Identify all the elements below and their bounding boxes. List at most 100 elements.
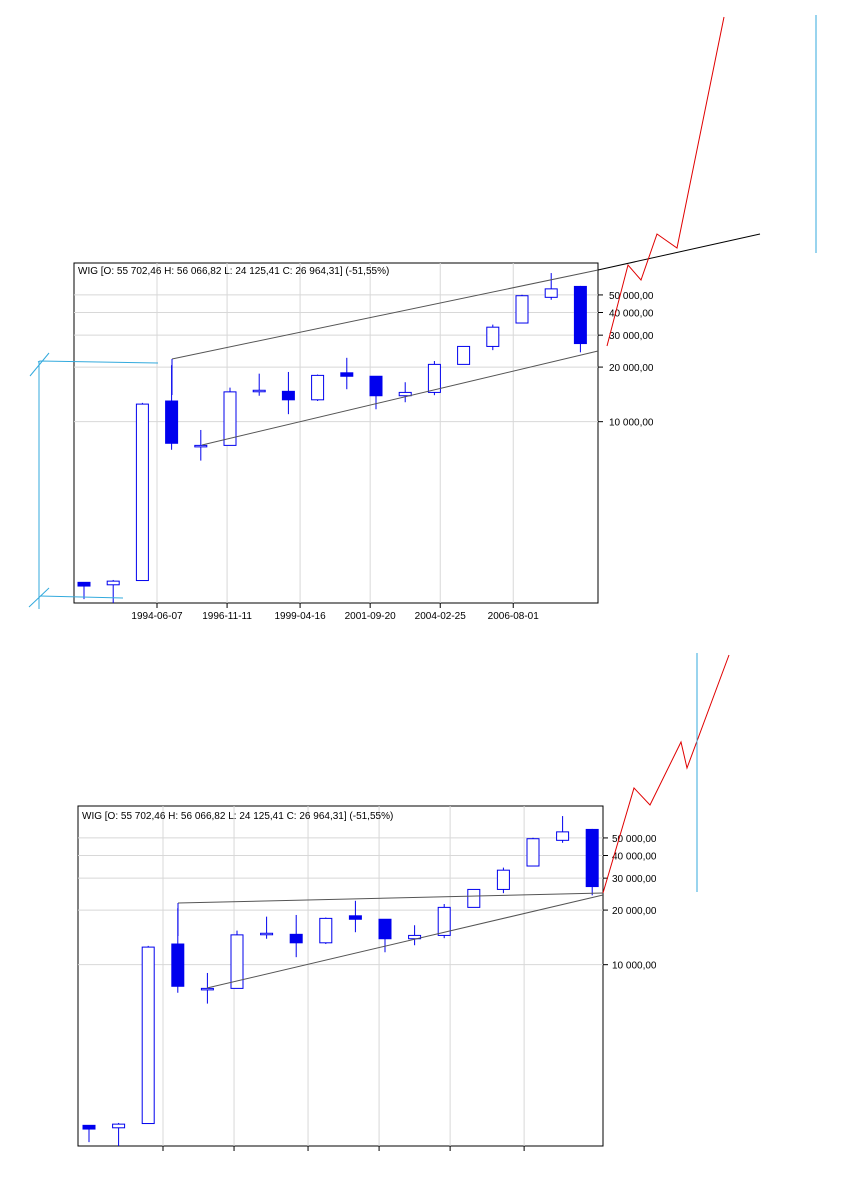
plot-frame <box>77 805 604 1147</box>
y-tick-label: 20 000,00 <box>612 906 657 917</box>
candle <box>223 387 237 446</box>
x-tick-label: 1996-11-11 <box>202 611 252 622</box>
channel-upper-line <box>177 892 604 904</box>
candle-body <box>467 888 481 908</box>
chart-title: WIG [O: 55 702,46 H: 56 066,82 L: 24 125… <box>82 811 393 822</box>
y-tick-label: 50 000,00 <box>609 291 654 302</box>
x-tick-label: 1999-04-16 <box>275 611 327 622</box>
range-tick-top <box>29 352 50 377</box>
candle <box>77 581 91 600</box>
candle-body <box>230 934 244 989</box>
grid-lines <box>74 263 598 603</box>
candle-body <box>398 391 412 397</box>
candle-body <box>585 828 599 888</box>
candle-body <box>556 831 570 841</box>
x-tick-label: 1994-06-07 <box>131 611 183 622</box>
candle-body <box>135 403 149 582</box>
grid-lines <box>78 806 603 1146</box>
candle-body <box>165 400 179 444</box>
candle-body <box>457 345 471 365</box>
x-tick-label: 2004-02-25 <box>415 611 467 622</box>
channel-lower-line <box>206 894 604 989</box>
range-bottom-marker <box>39 595 124 599</box>
candle-body <box>252 389 266 393</box>
candle-body <box>515 295 529 324</box>
candle-body <box>82 1124 96 1130</box>
candle <box>486 324 500 351</box>
candle <box>544 273 558 300</box>
wig-chart-top: 50 000,00 40 000,00 30 000,00 20 000,00 10 0… <box>28 15 817 622</box>
candle <box>319 917 333 945</box>
candle <box>141 945 155 1125</box>
range-tick-bottom <box>28 587 50 608</box>
candle-body <box>77 581 91 587</box>
candle <box>82 1124 96 1143</box>
projection-path <box>602 654 730 894</box>
projection-path <box>606 16 725 347</box>
candle <box>496 867 510 894</box>
y-tick-label: 10 000,00 <box>609 418 654 429</box>
candle <box>260 916 274 939</box>
candle-body <box>281 390 295 401</box>
y-tick-label: 50 000,00 <box>612 834 657 845</box>
drawing-annotations <box>177 653 730 989</box>
candle-body <box>378 918 392 940</box>
candle-body <box>348 915 362 920</box>
candle-body <box>544 288 558 298</box>
channel-lower-line <box>201 350 599 446</box>
plot-frame <box>73 262 599 604</box>
y-tick-label: 30 000,00 <box>612 874 657 885</box>
candle-body <box>496 869 510 890</box>
channel-upper-line <box>171 269 599 360</box>
y-tick-label: 40 000,00 <box>609 309 654 320</box>
x-tick-label: 2006-08-01 <box>488 611 540 622</box>
candle <box>398 382 412 403</box>
channel-upper-extension <box>597 233 761 271</box>
candle <box>289 914 303 958</box>
candle <box>230 930 244 989</box>
candle <box>467 888 481 908</box>
candle <box>585 828 599 896</box>
candle-body <box>369 375 383 397</box>
candle <box>427 361 441 396</box>
candle <box>515 294 529 324</box>
y-tick-label: 20 000,00 <box>609 363 654 374</box>
candle-body <box>260 932 274 936</box>
wig-chart-bottom: 50 000,00 40 000,00 30 000,00 20 000,00 10 0… <box>77 653 730 1151</box>
candle <box>556 816 570 843</box>
candle-body <box>194 444 208 448</box>
candle-body <box>141 946 155 1125</box>
candle-body <box>573 285 587 345</box>
candle <box>112 1122 126 1146</box>
candle-body <box>437 906 451 936</box>
y-tick-label: 10 000,00 <box>612 961 657 972</box>
candle <box>457 345 471 365</box>
candle-body <box>319 917 333 944</box>
candle-body <box>171 943 185 987</box>
candle <box>311 374 325 402</box>
candle-body <box>526 838 540 867</box>
y-tick-label: 30 000,00 <box>609 331 654 342</box>
candle <box>348 900 362 933</box>
candle-body <box>340 372 354 377</box>
candle-body <box>200 987 214 991</box>
candle <box>252 373 266 396</box>
candles <box>82 816 599 1146</box>
candle <box>573 285 587 353</box>
chart-title: WIG [O: 55 702,46 H: 56 066,82 L: 24 125… <box>78 266 389 277</box>
candle-body <box>223 391 237 446</box>
candle <box>135 402 149 582</box>
candle <box>281 371 295 415</box>
y-tick-label: 40 000,00 <box>612 852 657 863</box>
x-axis-ticks <box>162 1146 525 1151</box>
x-tick-label: 2001-09-20 <box>345 611 397 622</box>
candle-body <box>427 363 441 393</box>
candle <box>106 579 120 603</box>
candle-body <box>311 374 325 401</box>
candle <box>378 918 392 953</box>
candle-body <box>486 326 500 347</box>
drawing-annotations <box>28 15 817 609</box>
y-axis-ticks: 50 000,00 40 000,00 30 000,00 20 000,00 10 0… <box>603 834 657 972</box>
